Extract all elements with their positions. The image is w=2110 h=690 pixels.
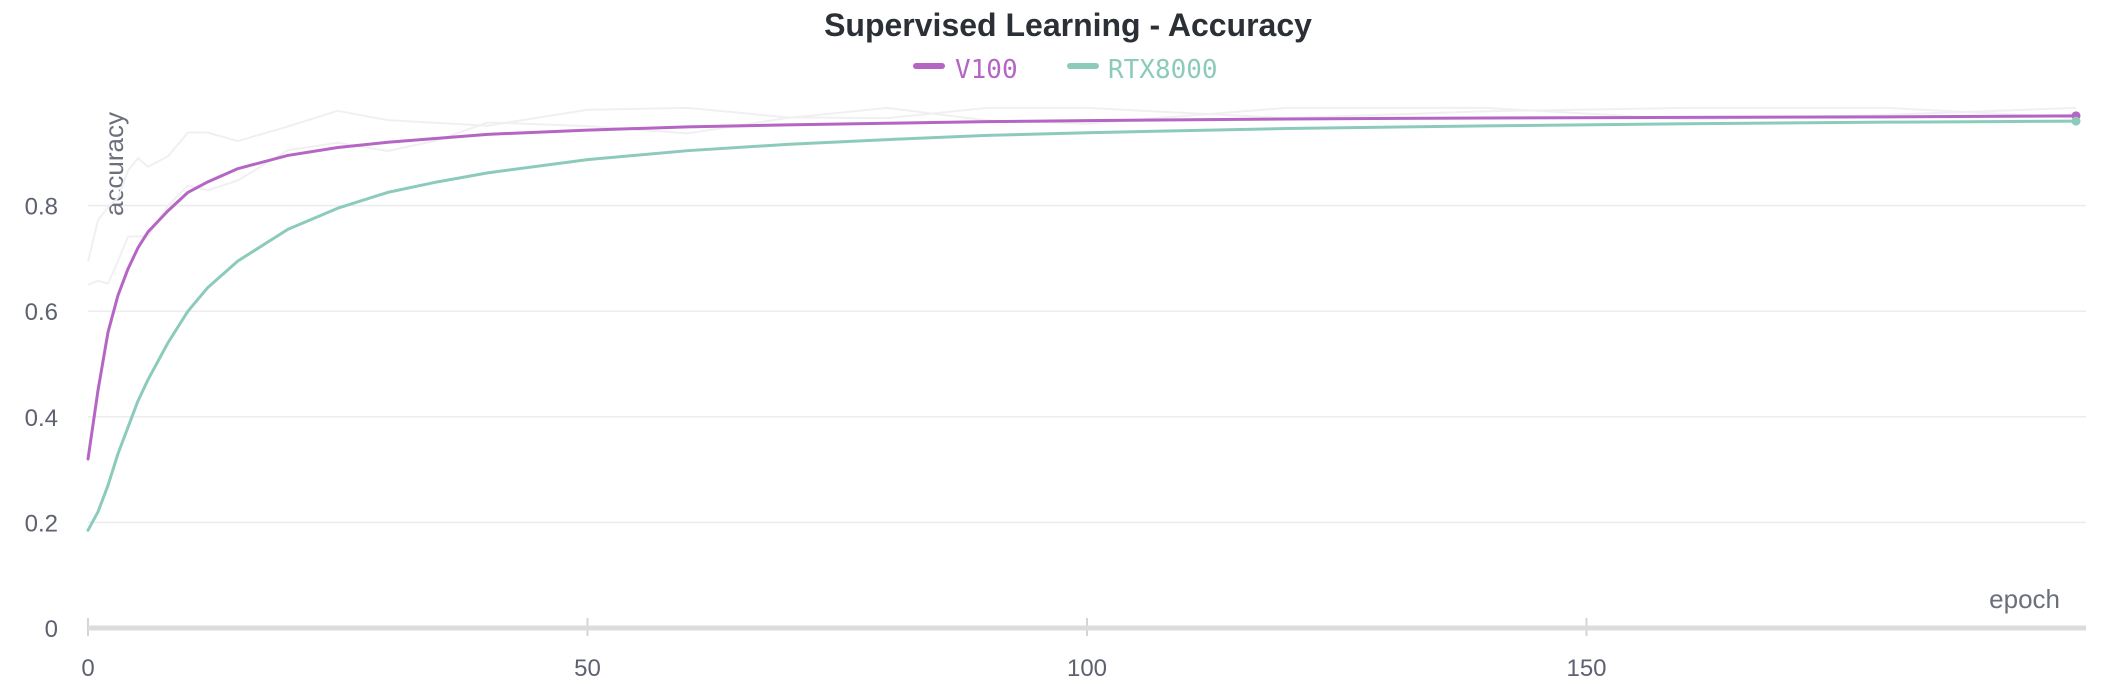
raw-trace-rtx8000 <box>87 106 2077 286</box>
y-tick-labels: 0 0.2 0.4 0.6 0.8 <box>25 194 58 643</box>
series-lines <box>86 111 2081 532</box>
legend-item-rtx8000[interactable]: RTX8000 <box>1067 55 1218 85</box>
legend-item-v100[interactable]: V100 <box>913 55 1018 85</box>
y-tick-label: 0 <box>45 616 58 643</box>
x-tick-label: 0 <box>81 655 94 682</box>
series-line-v100[interactable] <box>86 114 2078 461</box>
gridlines <box>88 204 2086 524</box>
x-tick-label: 50 <box>574 655 601 682</box>
y-tick-label: 0.4 <box>25 405 58 432</box>
y-tick-label: 0.8 <box>25 194 58 221</box>
y-axis-label: accuracy <box>99 112 129 216</box>
chart-title: Supervised Learning - Accuracy <box>824 7 1312 43</box>
y-tick-label: 0.6 <box>25 299 58 326</box>
legend-label-rtx8000: RTX8000 <box>1108 55 1218 85</box>
raw-run-traces <box>87 106 2077 286</box>
legend: V100 RTX8000 <box>913 55 1218 85</box>
x-tick-label: 150 <box>1566 655 1606 682</box>
x-axis-label: epoch <box>1989 584 2060 614</box>
raw-trace-v100 <box>87 106 2077 262</box>
y-tick-label: 0.2 <box>25 510 58 537</box>
series-line-rtx8000[interactable] <box>86 119 2078 532</box>
x-tick-labels: 0 50 100 150 <box>81 618 1607 682</box>
series-end-point-rtx8000[interactable] <box>2071 116 2081 126</box>
legend-label-v100: V100 <box>955 55 1018 85</box>
x-tick-label: 100 <box>1067 655 1107 682</box>
